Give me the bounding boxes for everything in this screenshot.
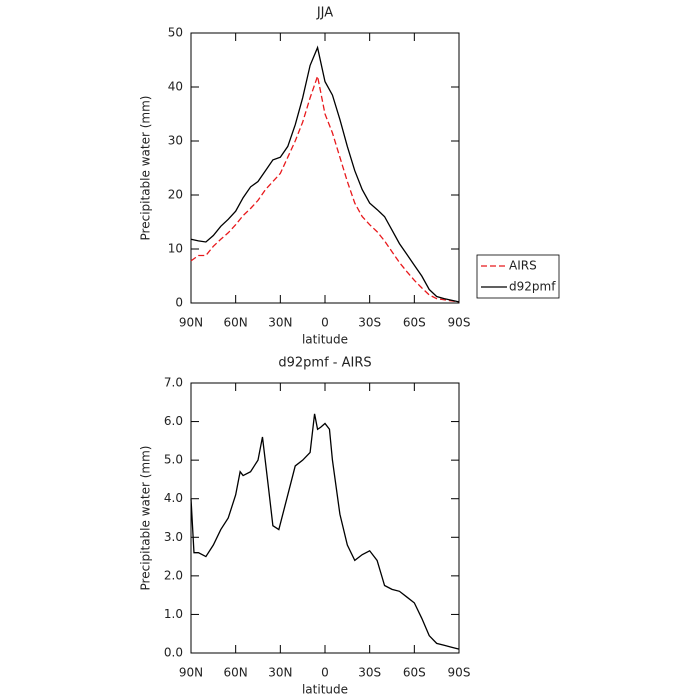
y-tick-label: 7.0 xyxy=(164,376,183,390)
y-tick-label: 5.0 xyxy=(164,453,183,467)
legend-label: AIRS xyxy=(509,259,537,273)
y-tick-label: 30 xyxy=(168,134,183,148)
x-tick-label: 60S xyxy=(403,316,426,330)
y-tick-label: 2.0 xyxy=(164,568,183,582)
x-tick-label: 0 xyxy=(321,666,329,680)
legend-label: d92pmf xyxy=(509,280,556,294)
y-tick-label: 0 xyxy=(175,296,183,310)
y-tick-label: 6.0 xyxy=(164,414,183,428)
line-series xyxy=(190,45,460,303)
y-tick-label: 1.0 xyxy=(164,607,183,621)
x-tick-label: 60S xyxy=(403,666,426,680)
x-axis-label: latitude xyxy=(302,333,348,347)
legend-box xyxy=(476,254,560,299)
y-tick-label: 3.0 xyxy=(164,530,183,544)
x-tick-label: 30S xyxy=(358,316,381,330)
y-tick-label: 0.0 xyxy=(164,646,183,660)
y-tick-label: 10 xyxy=(168,242,183,256)
y-axis-label: Precipitable water (mm) xyxy=(139,446,153,591)
x-tick-label: 0 xyxy=(321,316,329,330)
chart-title: d92pmf - AIRS xyxy=(278,356,371,371)
x-tick-label: 90S xyxy=(448,316,471,330)
y-tick-label: 40 xyxy=(168,80,183,94)
x-tick-label: 90N xyxy=(179,316,203,330)
chart-title: JJA xyxy=(316,6,333,21)
line-series xyxy=(190,73,460,303)
x-tick-label: 30N xyxy=(268,666,292,680)
x-tick-label: 60N xyxy=(224,666,248,680)
y-tick-label: 50 xyxy=(168,26,183,40)
x-tick-label: 90S xyxy=(448,666,471,680)
plot-frame xyxy=(190,32,460,304)
y-tick-label: 4.0 xyxy=(164,491,183,505)
x-tick-label: 30S xyxy=(358,666,381,680)
y-tick-label: 20 xyxy=(168,188,183,202)
line-series xyxy=(190,413,460,650)
x-axis-label: latitude xyxy=(302,683,348,697)
y-axis-label: Precipitable water (mm) xyxy=(139,96,153,241)
x-tick-label: 90N xyxy=(179,666,203,680)
x-tick-label: 30N xyxy=(268,316,292,330)
x-tick-label: 60N xyxy=(224,316,248,330)
